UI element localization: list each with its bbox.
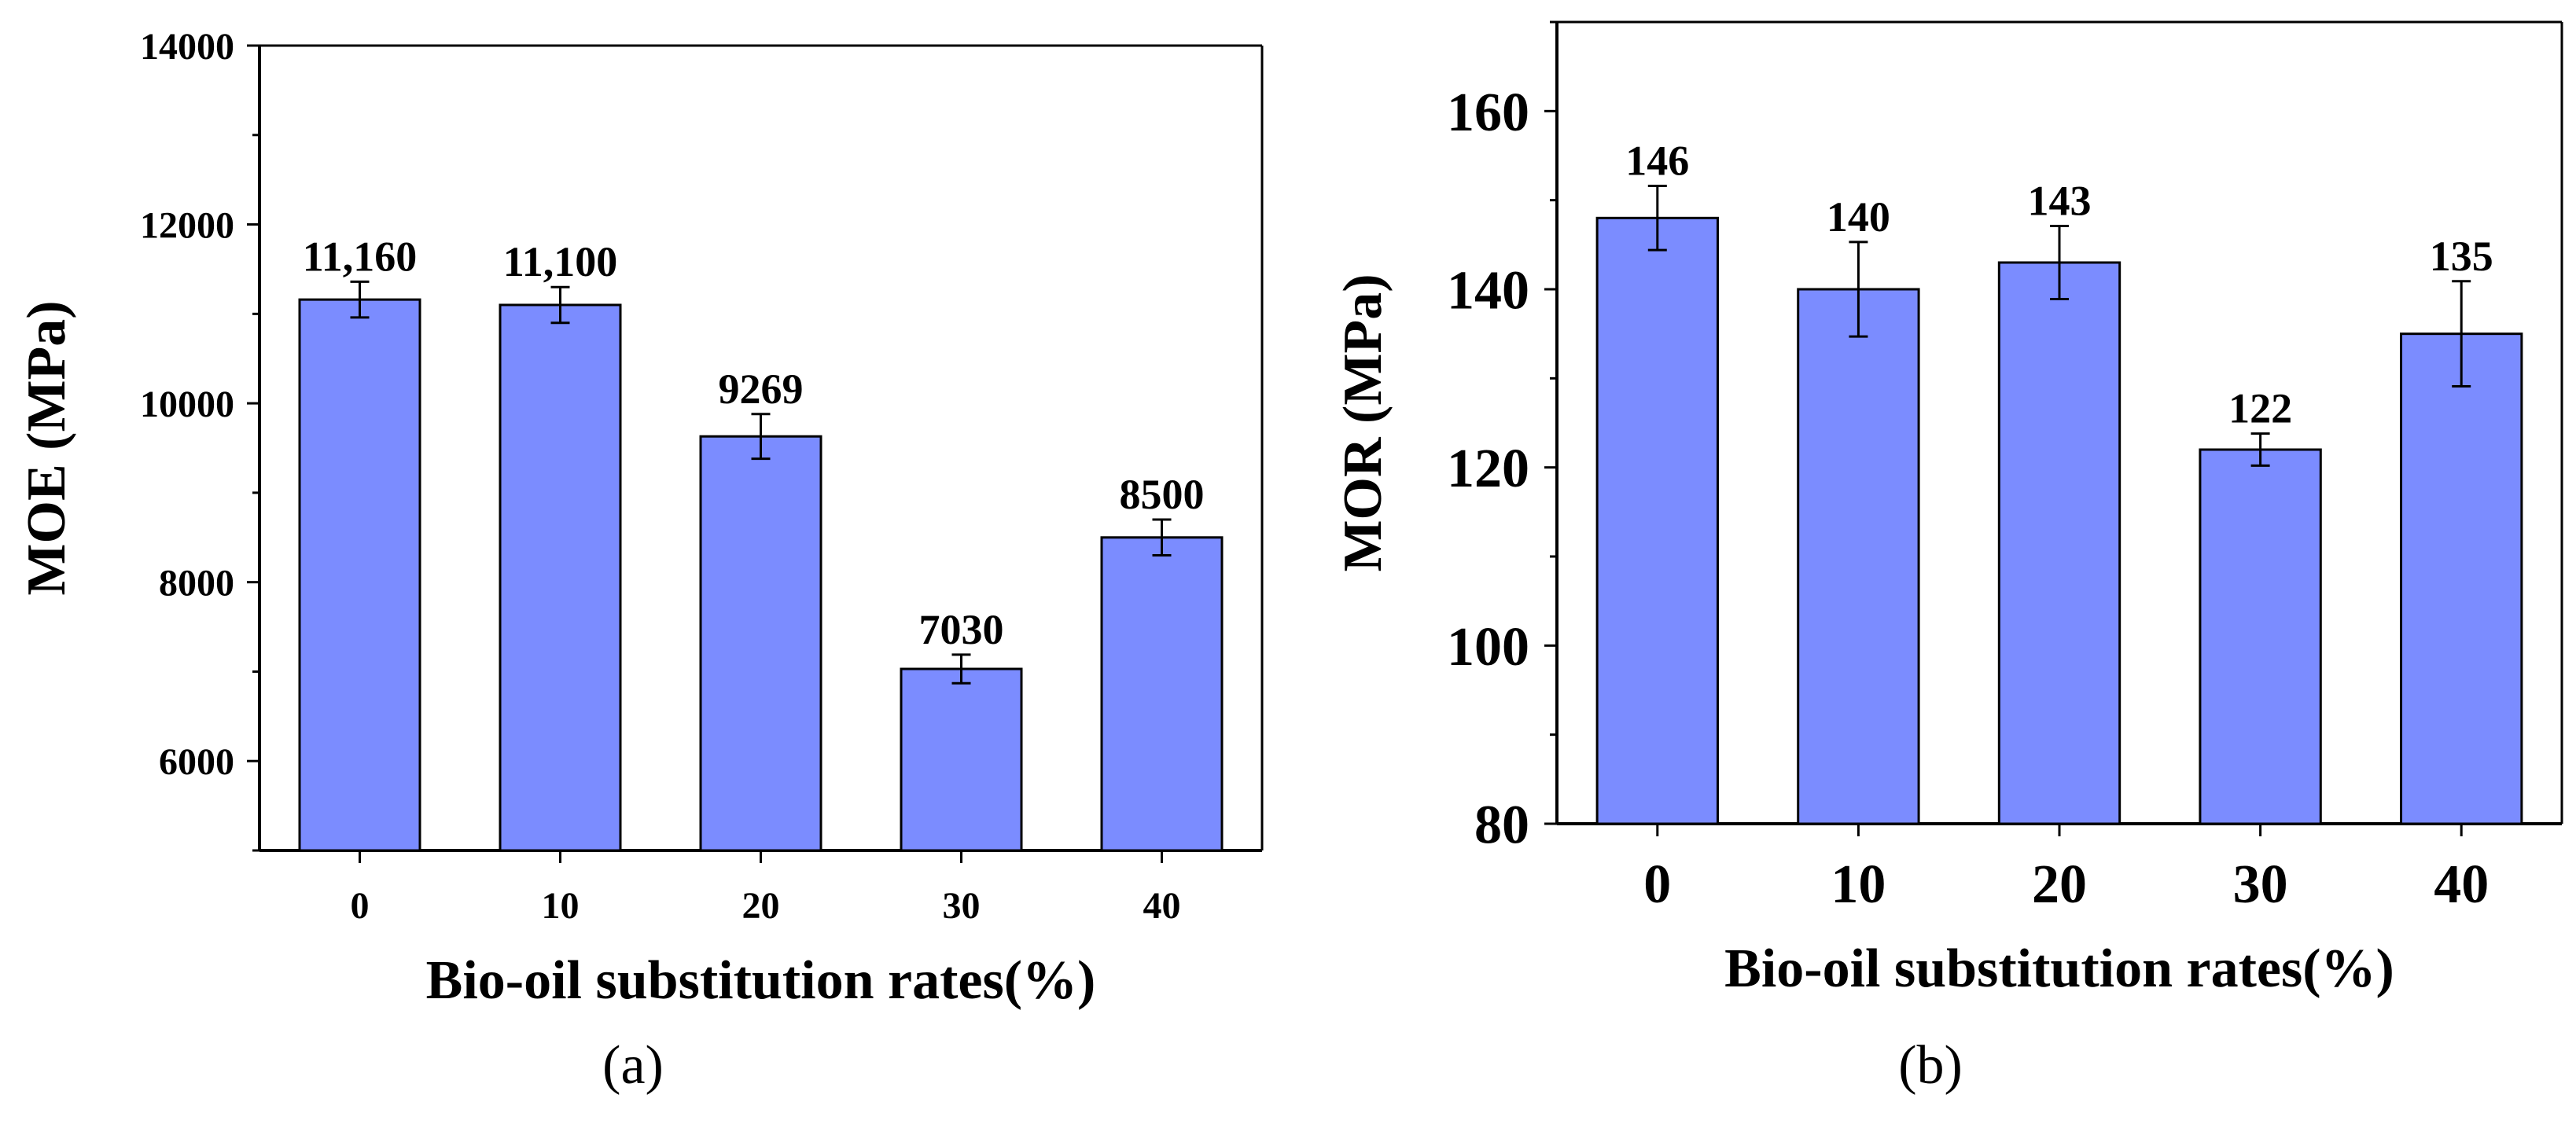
p0-y-axis-title: MOE (MPa) bbox=[17, 300, 77, 595]
p1-data-label-10: 140 bbox=[1827, 193, 1890, 241]
p0-bar-40 bbox=[1100, 536, 1224, 852]
p1-data-label-30: 122 bbox=[2228, 385, 2292, 432]
p0-y-tick-label: 12000 bbox=[140, 204, 234, 246]
p1-x-tick-label-0: 0 bbox=[1643, 854, 1671, 915]
p0-y-tick-label: 10000 bbox=[140, 384, 234, 425]
p1-x-axis-title: Bio-oil substitution rates(%) bbox=[1724, 939, 2394, 999]
p1-y-tick-label: 140 bbox=[1447, 261, 1529, 321]
p1-y-tick-label: 80 bbox=[1474, 795, 1529, 856]
p0-x-tick-label-40: 40 bbox=[1143, 885, 1181, 927]
p0-bar-10 bbox=[499, 303, 622, 852]
p0-x-tick-label-0: 0 bbox=[351, 885, 370, 927]
p0-data-label-10: 11,100 bbox=[503, 238, 618, 285]
p0-x-tick-label-10: 10 bbox=[542, 885, 580, 927]
p0-data-label-0: 11,160 bbox=[303, 233, 418, 280]
p1-bar-40 bbox=[2400, 332, 2523, 825]
p1-y-tick-label: 100 bbox=[1447, 617, 1529, 678]
p1-data-label-0: 146 bbox=[1625, 138, 1689, 185]
p0-data-label-30: 7030 bbox=[919, 606, 1004, 653]
p0-x-tick-label-30: 30 bbox=[943, 885, 981, 927]
p1-x-tick-label-30: 30 bbox=[2233, 854, 2288, 915]
p0-x-axis-title: Bio-oil substitution rates(%) bbox=[426, 950, 1096, 1011]
p1-panel-label: (b) bbox=[1898, 1035, 1963, 1096]
p1-x-tick-label-20: 20 bbox=[2032, 854, 2087, 915]
p1-bar-10 bbox=[1797, 288, 1920, 825]
p0-bar-0 bbox=[298, 298, 421, 852]
p0-data-label-40: 8500 bbox=[1120, 471, 1205, 518]
panel-a: 6000 8000 10000 12000 14000 11,160 0 11,100 10 92… bbox=[17, 26, 1264, 1096]
p1-bar-30 bbox=[2199, 448, 2322, 825]
p0-bar-30 bbox=[900, 667, 1023, 852]
p1-bar-0 bbox=[1595, 216, 1719, 825]
p1-bar-20 bbox=[1997, 261, 2122, 825]
p1-y-tick-label: 120 bbox=[1447, 439, 1529, 499]
p1-x-tick-label-10: 10 bbox=[1831, 854, 1886, 915]
p0-panel-label: (a) bbox=[602, 1035, 664, 1096]
p0-data-label-20: 9269 bbox=[719, 365, 804, 413]
p1-y-axis-title: MOR (MPa) bbox=[1333, 274, 1393, 571]
p0-y-tick-label: 6000 bbox=[159, 741, 234, 783]
panel-b: 80 100 120 140 160 146 0 140 10 143 20 122 30 135 40 Bi… bbox=[1333, 20, 2563, 1096]
p1-data-label-40: 135 bbox=[2430, 233, 2493, 280]
p0-x-tick-label-20: 20 bbox=[742, 885, 780, 927]
p1-x-tick-label-40: 40 bbox=[2434, 854, 2489, 915]
p0-y-tick-label: 14000 bbox=[140, 26, 234, 68]
p1-data-label-20: 143 bbox=[2028, 178, 2092, 225]
p0-bar-20 bbox=[699, 435, 822, 852]
p0-y-tick-label: 8000 bbox=[159, 562, 234, 604]
p1-y-tick-label: 160 bbox=[1447, 83, 1529, 143]
